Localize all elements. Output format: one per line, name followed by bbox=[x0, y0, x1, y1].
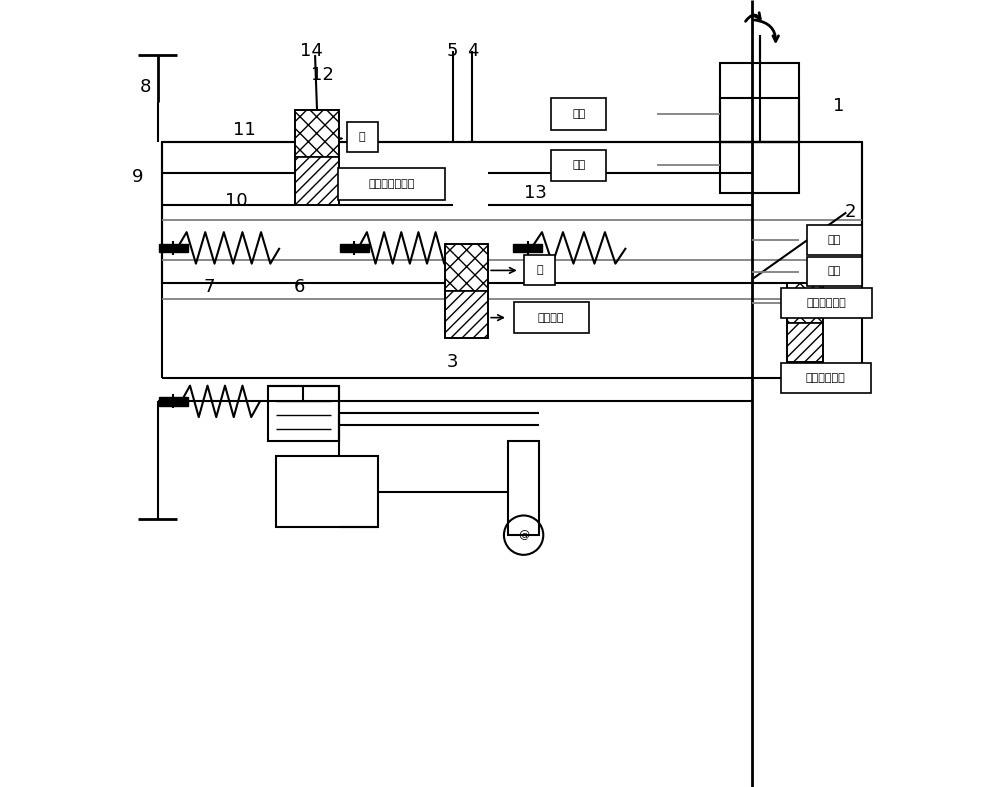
Text: 三氯甲烷: 三氯甲烷 bbox=[538, 312, 564, 323]
Bar bbox=[338, 168, 445, 200]
Bar bbox=[787, 283, 823, 362]
Text: 10: 10 bbox=[225, 192, 248, 209]
Text: 空气: 空气 bbox=[828, 235, 841, 245]
Bar bbox=[445, 244, 488, 291]
Text: 9: 9 bbox=[132, 168, 144, 186]
Bar bbox=[551, 150, 606, 181]
Text: 水: 水 bbox=[359, 131, 366, 142]
Bar bbox=[445, 244, 488, 338]
Text: 3: 3 bbox=[447, 353, 459, 371]
Bar bbox=[513, 244, 542, 252]
Text: 废液: 废液 bbox=[572, 109, 585, 119]
Bar bbox=[807, 257, 862, 286]
Bar bbox=[276, 456, 378, 527]
Bar bbox=[787, 323, 823, 362]
Bar bbox=[807, 225, 862, 255]
Bar bbox=[162, 142, 862, 283]
Bar bbox=[159, 397, 188, 405]
Text: 5: 5 bbox=[447, 42, 459, 60]
Text: 样品: 样品 bbox=[828, 267, 841, 276]
Text: 4: 4 bbox=[467, 42, 478, 60]
Bar bbox=[295, 110, 339, 205]
Text: 14: 14 bbox=[300, 42, 323, 60]
Bar bbox=[159, 244, 188, 252]
Text: 水: 水 bbox=[536, 265, 543, 275]
Text: 13: 13 bbox=[524, 184, 547, 201]
Bar bbox=[787, 283, 823, 323]
Bar bbox=[781, 288, 872, 318]
Text: 8: 8 bbox=[140, 78, 152, 95]
Bar bbox=[340, 244, 369, 252]
Text: 水: 水 bbox=[848, 297, 855, 309]
Text: @: @ bbox=[518, 530, 529, 540]
Bar bbox=[445, 291, 488, 338]
Text: 2: 2 bbox=[844, 204, 856, 221]
Text: 7: 7 bbox=[203, 279, 215, 296]
Bar bbox=[347, 122, 378, 152]
Bar bbox=[524, 256, 555, 286]
Text: 三氯甲烷（废）: 三氯甲烷（废） bbox=[368, 179, 415, 189]
Text: 6: 6 bbox=[294, 279, 305, 296]
Bar bbox=[720, 63, 799, 142]
Bar bbox=[781, 363, 871, 393]
Text: 废液: 废液 bbox=[572, 161, 585, 170]
Bar bbox=[514, 302, 589, 334]
Bar bbox=[508, 441, 539, 535]
Text: 12: 12 bbox=[311, 66, 334, 83]
Text: 11: 11 bbox=[233, 121, 256, 139]
Bar bbox=[720, 98, 799, 142]
Bar bbox=[295, 110, 339, 157]
Bar bbox=[720, 142, 799, 193]
Bar bbox=[551, 98, 606, 130]
Bar bbox=[268, 386, 339, 441]
Text: 碱性亚甲基蓝: 碱性亚甲基蓝 bbox=[807, 298, 846, 308]
Text: 酸性亚甲基蓝: 酸性亚甲基蓝 bbox=[806, 373, 846, 382]
Bar bbox=[295, 157, 339, 205]
Text: 1: 1 bbox=[833, 98, 844, 115]
